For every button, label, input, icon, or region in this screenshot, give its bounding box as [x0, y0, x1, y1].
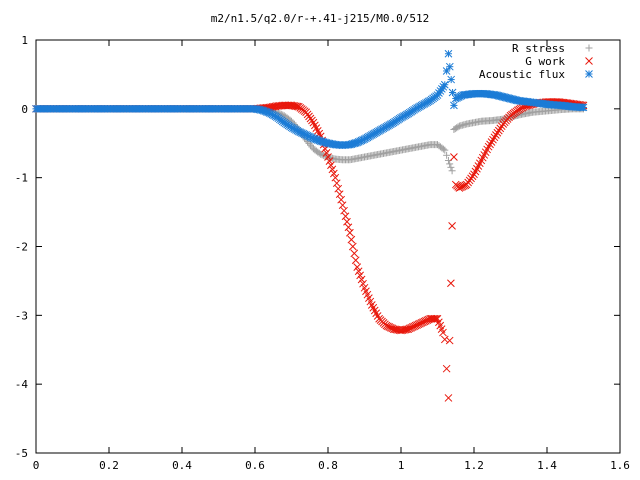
- series-g-work: [32, 98, 588, 402]
- data-point: [444, 394, 453, 402]
- data-point: [496, 124, 505, 133]
- x-tick-label: 0: [33, 459, 40, 472]
- data-point: [447, 279, 455, 288]
- data-point: [338, 201, 347, 210]
- data-point: [353, 263, 362, 272]
- data-point: [327, 161, 335, 170]
- data-point: [288, 117, 295, 125]
- data-point: [354, 267, 363, 276]
- y-tick-label: 0: [21, 103, 28, 116]
- data-point: [315, 149, 323, 157]
- data-point: [350, 249, 359, 258]
- data-point: [292, 102, 300, 111]
- data-point: [445, 336, 454, 345]
- data-point: [443, 151, 451, 159]
- legend-label: G work: [525, 55, 565, 68]
- data-point: [322, 149, 331, 157]
- legend-marker: [585, 70, 593, 78]
- data-point: [356, 271, 364, 280]
- data-point: [447, 163, 455, 171]
- x-tick-label: 1.4: [537, 459, 557, 472]
- data-point: [335, 190, 344, 199]
- data-point: [388, 324, 397, 333]
- data-point: [442, 364, 451, 373]
- y-tick-label: -1: [15, 172, 28, 185]
- data-point: [493, 128, 502, 137]
- data-point: [324, 153, 332, 161]
- data-point: [402, 325, 411, 334]
- x-tick-label: 1.6: [610, 459, 630, 472]
- data-point: [486, 140, 494, 149]
- data-point: [308, 143, 316, 151]
- data-point: [450, 101, 458, 110]
- y-tick-label: -2: [15, 241, 28, 254]
- x-tick-label: 0.6: [245, 459, 265, 472]
- data-point: [494, 126, 503, 135]
- data-point: [430, 314, 439, 323]
- y-tick-label: -3: [15, 309, 28, 322]
- data-point: [321, 144, 329, 153]
- data-point: [337, 195, 345, 204]
- data-point: [334, 184, 343, 193]
- data-point: [445, 62, 454, 71]
- data-point: [450, 153, 458, 161]
- data-point: [317, 150, 325, 158]
- data-point: [487, 138, 496, 146]
- data-point: [357, 275, 366, 284]
- legend-label: R stress: [512, 42, 565, 55]
- data-point: [329, 169, 338, 178]
- x-tick-label: 0.8: [318, 459, 338, 472]
- data-point: [332, 179, 341, 188]
- data-point: [492, 131, 500, 139]
- data-point: [351, 256, 360, 265]
- data-point: [359, 279, 367, 288]
- axis-ticks: 0 0.2 0.4 0.6 0.8 1 1.2 1.4 1.6 -5 -4 -3 -2 -1 0 1: [15, 34, 630, 472]
- data-point: [440, 80, 449, 89]
- y-tick-label: -4: [15, 378, 29, 391]
- data-point: [440, 335, 449, 344]
- data-point: [340, 206, 348, 215]
- x-tick-label: 0.2: [99, 459, 119, 472]
- data-point: [401, 325, 410, 334]
- legend-marker: [585, 44, 593, 52]
- x-tick-label: 1.2: [464, 459, 484, 472]
- data-point: [328, 165, 337, 174]
- data-point: [348, 242, 357, 251]
- data-point: [341, 212, 350, 221]
- y-tick-label: -5: [15, 447, 28, 460]
- legend-marker: [585, 57, 593, 65]
- data-point: [439, 145, 447, 153]
- data-point: [444, 49, 453, 58]
- data-point: [343, 217, 351, 226]
- data-point: [448, 221, 456, 230]
- x-tick-label: 0.4: [172, 459, 192, 472]
- data-point: [325, 157, 334, 166]
- data-point: [448, 167, 456, 175]
- data-point: [579, 103, 588, 112]
- data-point: [439, 328, 447, 337]
- data-point: [484, 142, 493, 151]
- data-point: [447, 75, 456, 84]
- data-point: [442, 67, 451, 75]
- data-point: [446, 160, 454, 168]
- chart-title: m2/n1.5/q2.0/r-+.41-j215/M0.0/512: [211, 12, 430, 25]
- data-point: [497, 122, 506, 131]
- data-point: [279, 111, 287, 119]
- y-tick-label: 1: [21, 34, 28, 47]
- series-layer: [32, 49, 588, 402]
- data-point: [346, 228, 354, 237]
- x-tick-label: 1: [398, 459, 405, 472]
- data-point: [347, 235, 356, 244]
- data-point: [489, 135, 497, 144]
- data-point: [490, 133, 499, 142]
- data-point: [441, 146, 449, 154]
- data-point: [306, 141, 314, 149]
- series-acoustic-flux: [32, 49, 588, 150]
- legend-label: Acoustic flux: [479, 68, 565, 81]
- data-point: [344, 223, 353, 232]
